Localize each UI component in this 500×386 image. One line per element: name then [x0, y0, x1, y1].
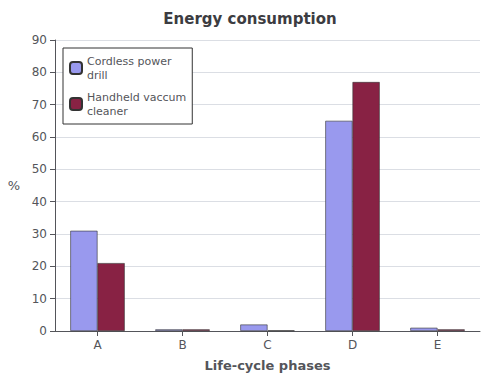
- svg-text:E: E: [434, 338, 442, 352]
- svg-text:Cordless power: Cordless power: [87, 55, 172, 68]
- svg-text:40: 40: [32, 195, 47, 209]
- svg-text:Life-cycle phases: Life-cycle phases: [205, 358, 331, 373]
- svg-text:90: 90: [32, 33, 47, 47]
- svg-text:drill: drill: [87, 69, 108, 82]
- svg-text:50: 50: [32, 162, 47, 176]
- svg-text:A: A: [93, 338, 102, 352]
- svg-text:D: D: [348, 338, 357, 352]
- svg-text:10: 10: [32, 292, 47, 306]
- svg-text:Handheld vaccum: Handheld vaccum: [87, 91, 186, 104]
- svg-text:%: %: [8, 178, 20, 193]
- svg-text:Energy consumption: Energy consumption: [163, 10, 336, 28]
- svg-text:C: C: [263, 338, 271, 352]
- svg-text:cleaner: cleaner: [87, 105, 128, 118]
- svg-text:20: 20: [32, 259, 47, 273]
- svg-text:30: 30: [32, 227, 47, 241]
- svg-text:80: 80: [32, 65, 47, 79]
- svg-text:60: 60: [32, 130, 47, 144]
- svg-text:0: 0: [39, 324, 47, 338]
- svg-text:B: B: [178, 338, 186, 352]
- svg-text:70: 70: [32, 98, 47, 112]
